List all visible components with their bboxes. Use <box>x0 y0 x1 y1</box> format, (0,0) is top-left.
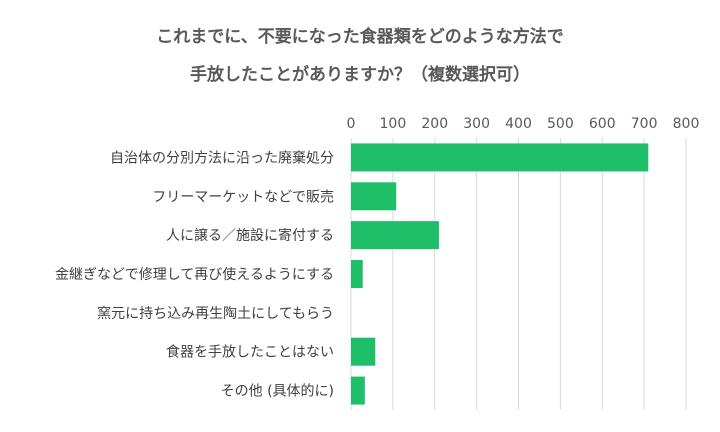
x-tick-label: 600 <box>589 116 616 132</box>
x-tick-label: 200 <box>421 116 448 132</box>
bar <box>351 182 397 211</box>
category-label: 人に譲る／施設に寄付する <box>166 227 334 244</box>
category-labels: 自治体の分別方法に沿った廃棄処分フリーマーケットなどで販売人に譲る／施設に寄付す… <box>55 149 334 399</box>
category-label: 自治体の分別方法に沿った廃棄処分 <box>110 149 334 166</box>
x-tick-label: 0 <box>347 116 356 132</box>
category-label: その他 (具体的に) <box>221 384 334 400</box>
category-label: 窯元に持ち込み再生陶土にしてもらう <box>97 305 334 322</box>
x-tick-label: 500 <box>547 116 574 132</box>
bar <box>351 337 376 366</box>
bar <box>351 376 365 405</box>
x-tick-label: 400 <box>505 116 532 132</box>
x-tick-label: 700 <box>631 116 658 132</box>
gridlines <box>350 138 687 410</box>
bar <box>351 260 363 288</box>
category-label: 食器を手放したことはない <box>166 344 334 361</box>
category-label: 金継ぎなどで修理して再び使えるようにする <box>55 266 334 283</box>
x-tick-label: 300 <box>463 116 490 132</box>
category-label: フリーマーケットなどで販売 <box>152 189 334 205</box>
bars <box>351 143 649 405</box>
x-tick-label: 100 <box>380 116 407 132</box>
bar <box>351 221 439 250</box>
chart-title-line-2: 手放したことがありますか？（複数選択可） <box>190 64 530 85</box>
x-axis-ticks: 0 100 200 300 400 500 600 700 800 <box>347 116 700 132</box>
chart-title-line-1: これまでに、不要になった食器類をどのような方法で <box>156 26 564 47</box>
x-tick-label: 800 <box>673 116 700 132</box>
bar <box>351 143 649 172</box>
